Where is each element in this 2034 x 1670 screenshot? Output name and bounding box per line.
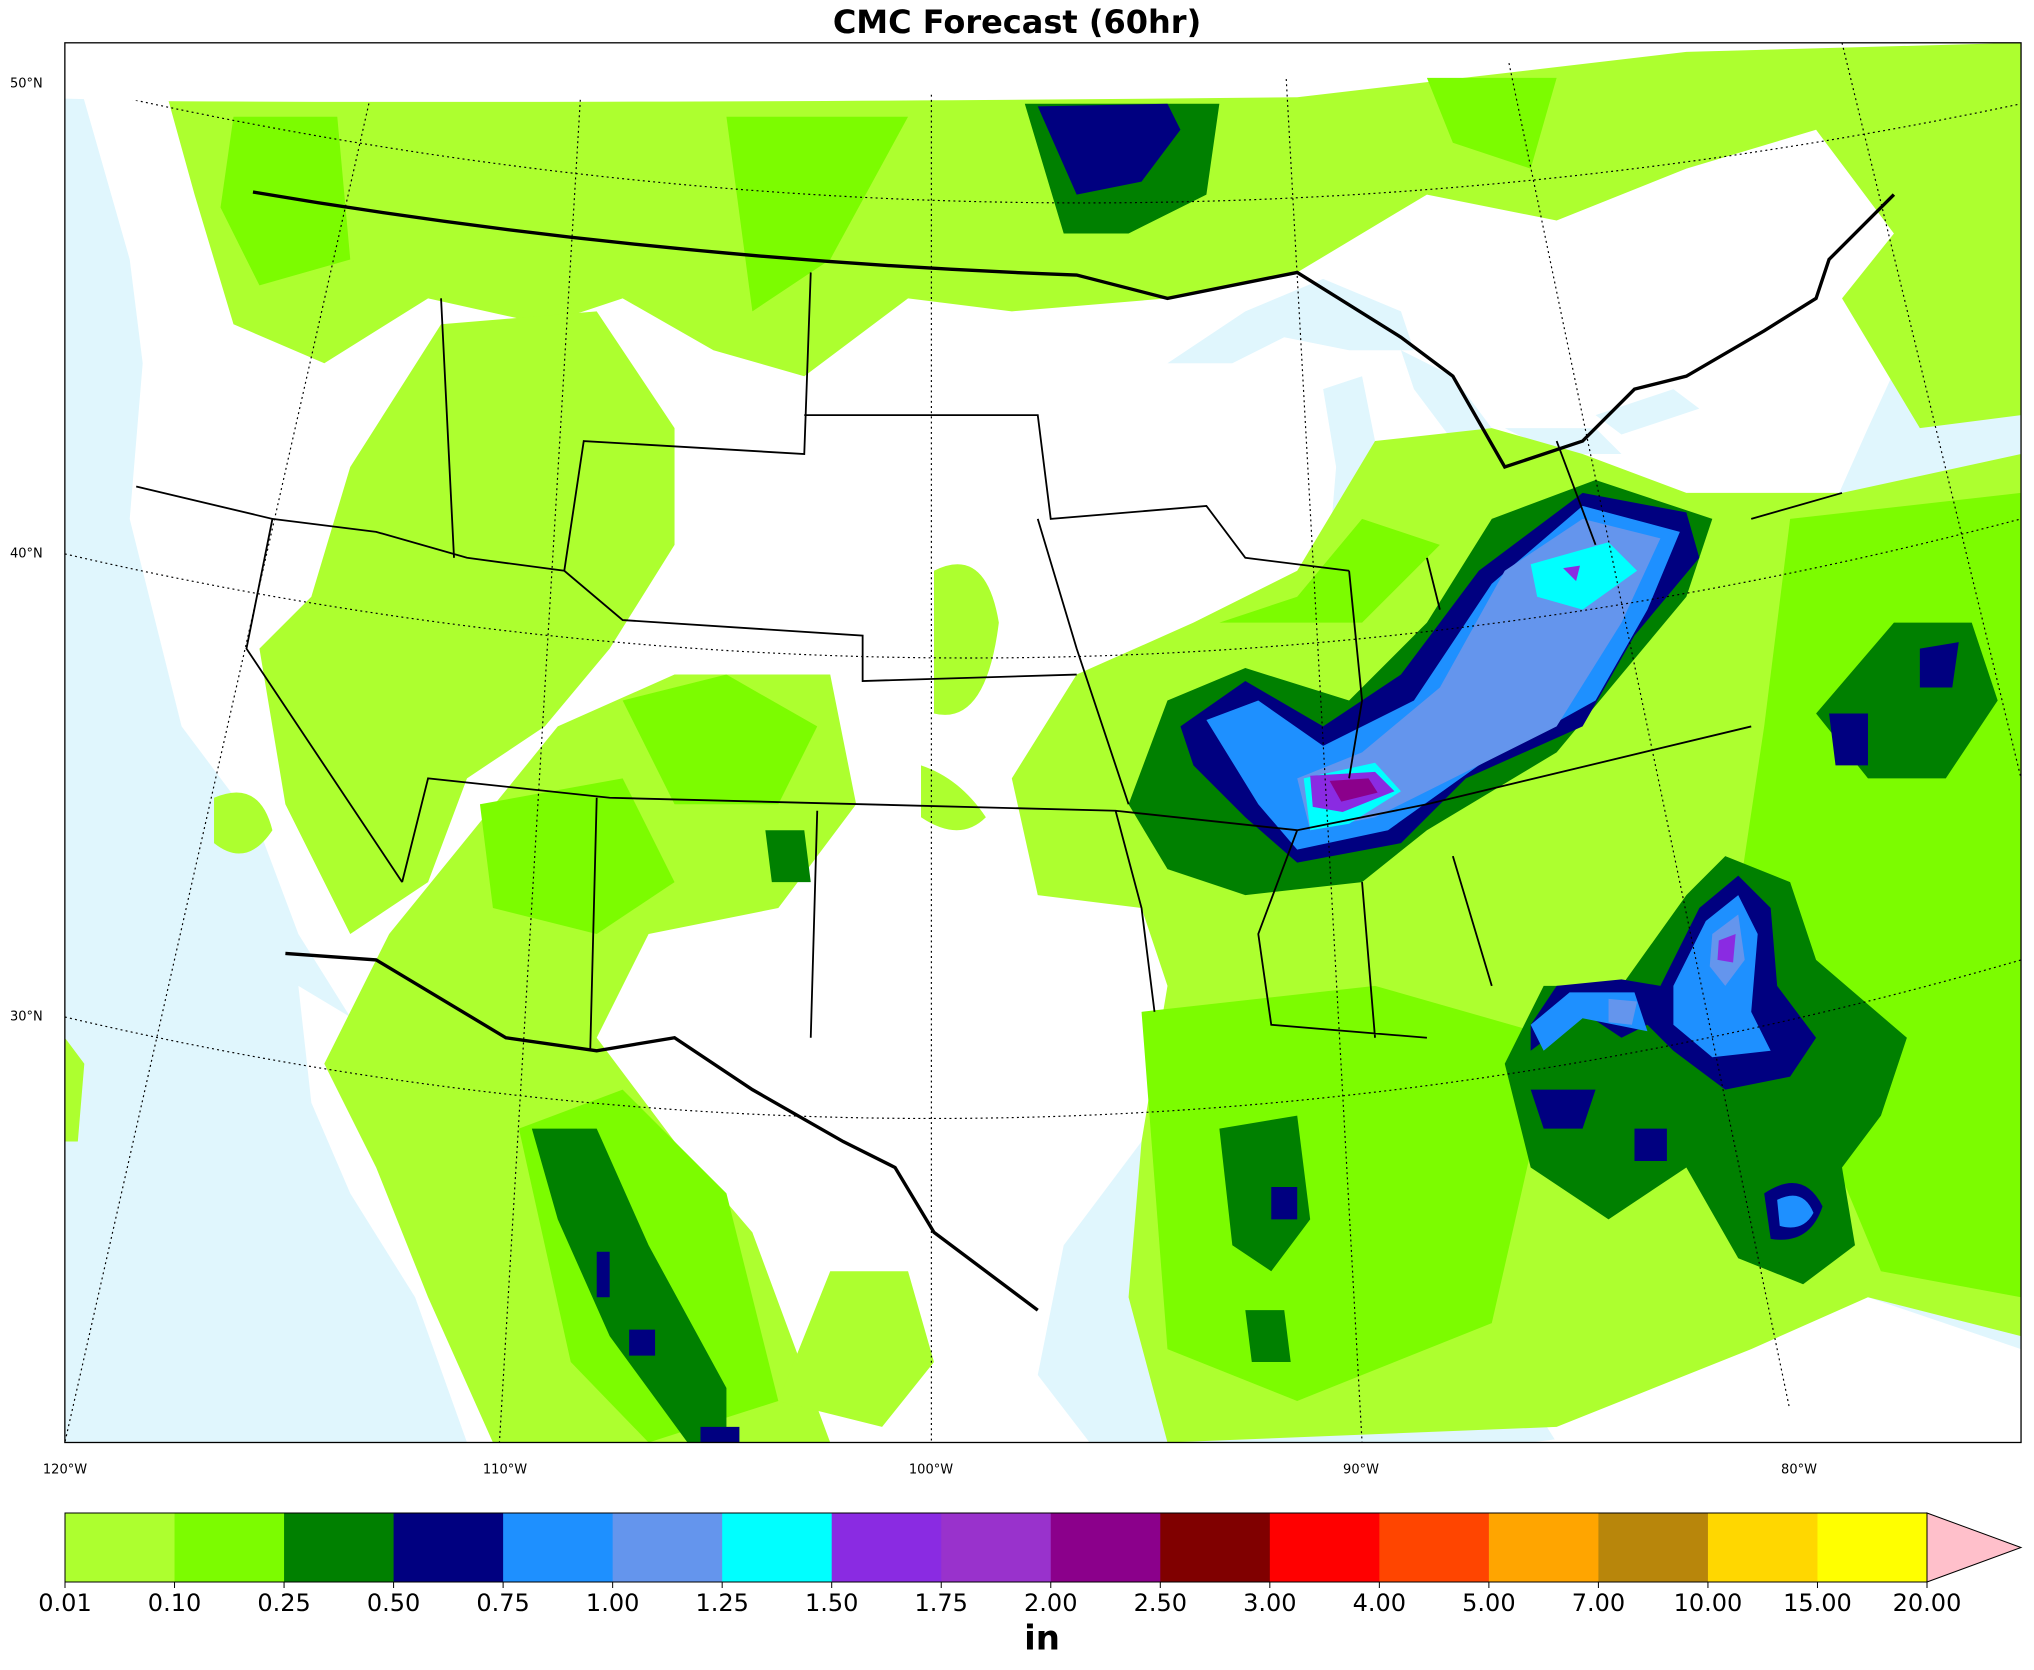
lat-label: 30°N <box>10 1010 43 1025</box>
colorbar-box <box>1379 1513 1490 1582</box>
colorbar-tick-label: 1.50 <box>805 1589 858 1617</box>
colorbar-tick-label: 3.00 <box>1243 1589 1296 1617</box>
colorbar-tick-label: 2.50 <box>1134 1589 1187 1617</box>
lon-label: 110°W <box>483 1463 527 1478</box>
colorbar-box <box>1707 1513 1818 1582</box>
colorbar-tick-label: 4.00 <box>1353 1589 1406 1617</box>
lon-label: 80°W <box>1781 1463 1817 1478</box>
colorbar-box <box>503 1513 614 1582</box>
lat-label: 50°N <box>10 77 43 92</box>
precip-area <box>168 42 2022 429</box>
colorbar-tick-label: 10.00 <box>1674 1589 1743 1617</box>
colorbar-tick-label: 15.00 <box>1783 1589 1852 1617</box>
lon-label: 100°W <box>909 1463 953 1478</box>
colorbar-extend <box>1926 1512 2023 1583</box>
lat-label: 40°N <box>10 547 43 562</box>
colorbar-tick-label: 0.25 <box>257 1589 310 1617</box>
precip-area <box>64 564 999 1427</box>
precip-area <box>259 311 675 934</box>
colorbar-box <box>1488 1513 1599 1582</box>
precip-area <box>1329 778 1378 802</box>
country-border <box>252 190 1896 1312</box>
map-title: CMC Forecast (60hr) <box>833 3 1201 41</box>
colorbar-tick-label: 5.00 <box>1462 1589 1515 1617</box>
lon-label: 90°W <box>1343 1463 1379 1478</box>
colorbar-box <box>831 1513 942 1582</box>
colorbar-frame <box>64 1512 1928 1583</box>
map-frame <box>64 42 2022 1444</box>
colorbar-box <box>174 1513 285 1582</box>
colorbar-box <box>941 1513 1052 1582</box>
colorbar-box <box>65 1513 176 1582</box>
colorbar-tick-label: 1.00 <box>586 1589 639 1617</box>
colorbar-box <box>1817 1513 1928 1582</box>
lon-label: 120°W <box>43 1463 87 1478</box>
colorbar-tick-label: 1.25 <box>695 1589 748 1617</box>
colorbar-tick-label: 7.00 <box>1572 1589 1625 1617</box>
colorbar-tick-label: 1.75 <box>915 1589 968 1617</box>
colorbar-box <box>393 1513 504 1582</box>
colorbar-box <box>722 1513 833 1582</box>
colorbar-box <box>1160 1513 1271 1582</box>
colorbar-unit: in <box>1024 1619 1060 1659</box>
graticule <box>64 42 2022 1443</box>
precip-area <box>1297 518 1745 1025</box>
colorbar-tick-label: 0.50 <box>367 1589 420 1617</box>
colorbar-box <box>1269 1513 1380 1582</box>
colorbar-tick-label: 20.00 <box>1893 1589 1962 1617</box>
colorbar-tick-label: 2.00 <box>1024 1589 1077 1617</box>
colorbar-tick-label: 0.75 <box>476 1589 529 1617</box>
colorbar-box <box>612 1513 723 1582</box>
colorbar-box <box>1598 1513 1709 1582</box>
colorbar-tick-label: 0.01 <box>38 1589 91 1617</box>
map <box>64 42 2022 1444</box>
colorbar-box <box>284 1513 395 1582</box>
colorbar-tick-label: 0.10 <box>148 1589 201 1617</box>
state-line <box>135 272 1843 1051</box>
map-body <box>64 42 2022 1443</box>
colorbar-box <box>1050 1513 1161 1582</box>
